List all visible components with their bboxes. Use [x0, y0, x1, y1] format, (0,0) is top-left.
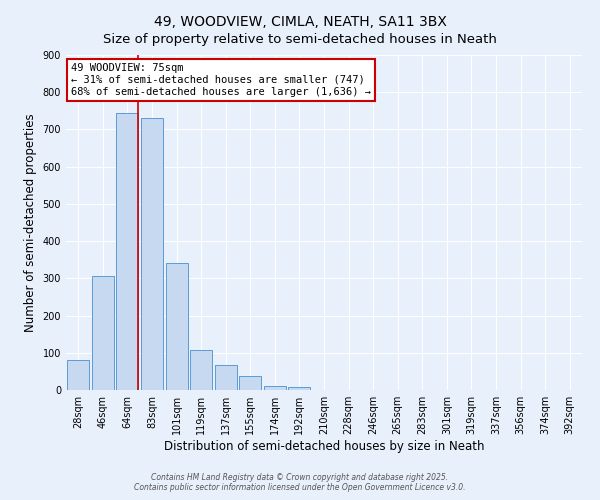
Bar [289, 388, 310, 390]
Text: Size of property relative to semi-detached houses in Neath: Size of property relative to semi-detach… [103, 32, 497, 46]
Bar [141, 118, 163, 390]
Bar [92, 276, 114, 390]
Bar [67, 360, 89, 390]
Bar [215, 364, 237, 390]
Y-axis label: Number of semi-detached properties: Number of semi-detached properties [24, 113, 37, 332]
X-axis label: Distribution of semi-detached houses by size in Neath: Distribution of semi-detached houses by … [164, 440, 484, 453]
Text: 49 WOODVIEW: 75sqm
← 31% of semi-detached houses are smaller (747)
68% of semi-d: 49 WOODVIEW: 75sqm ← 31% of semi-detache… [71, 64, 371, 96]
Bar [239, 376, 262, 390]
Text: 49, WOODVIEW, CIMLA, NEATH, SA11 3BX: 49, WOODVIEW, CIMLA, NEATH, SA11 3BX [154, 15, 446, 29]
Bar [166, 264, 188, 390]
Bar [264, 386, 286, 390]
Bar [116, 114, 139, 390]
Bar [190, 350, 212, 390]
Text: Contains HM Land Registry data © Crown copyright and database right 2025.
Contai: Contains HM Land Registry data © Crown c… [134, 473, 466, 492]
